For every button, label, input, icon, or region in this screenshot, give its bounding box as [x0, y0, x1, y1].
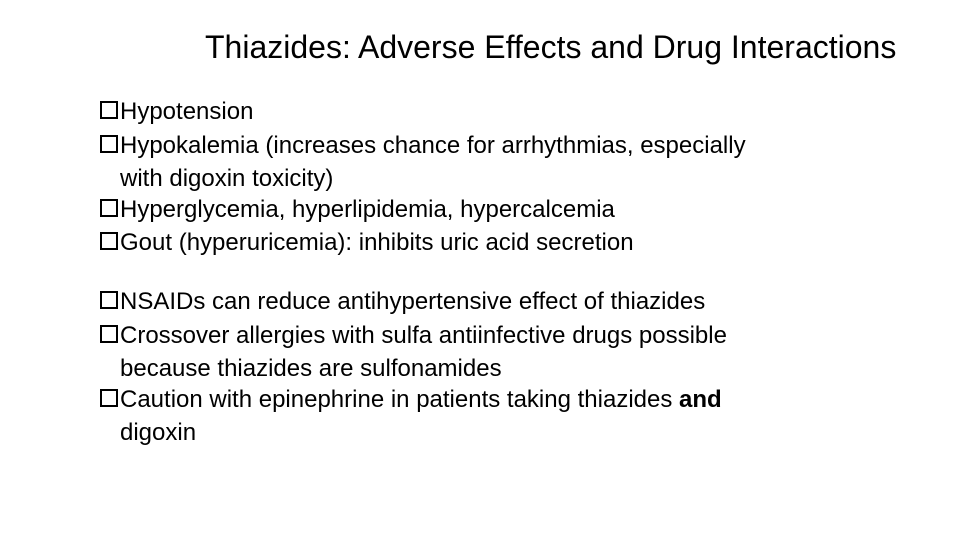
list-item: Hypotension: [100, 96, 920, 127]
list-item: Gout (hyperuricemia): inhibits uric acid…: [100, 227, 920, 258]
list-item: Caution with epinephrine in patients tak…: [100, 384, 920, 415]
bullet-text-continuation: with digoxin toxicity): [120, 163, 920, 194]
square-bullet-icon: [100, 135, 118, 153]
bullet-text: Hypotension: [120, 96, 253, 127]
list-item: Hypokalemia (increases chance for arrhyt…: [100, 130, 920, 161]
square-bullet-icon: [100, 291, 118, 309]
square-bullet-icon: [100, 389, 118, 407]
bullet-text: Crossover allergies with sulfa antiinfec…: [120, 320, 727, 351]
slide-title: Thiazides: Adverse Effects and Drug Inte…: [205, 28, 905, 66]
bullet-group-2: NSAIDs can reduce antihypertensive effec…: [100, 286, 920, 448]
square-bullet-icon: [100, 199, 118, 217]
bullet-text: Gout (hyperuricemia): inhibits uric acid…: [120, 227, 634, 258]
square-bullet-icon: [100, 232, 118, 250]
bullet-group-1: Hypotension Hypokalemia (increases chanc…: [100, 96, 920, 258]
bullet-text-continuation: because thiazides are sulfonamides: [120, 353, 920, 384]
bullet-text-bold: and: [679, 386, 722, 413]
bullet-text: Hypokalemia (increases chance for arrhyt…: [120, 130, 746, 161]
bullet-text-part: Caution with epinephrine in patients tak…: [120, 386, 679, 413]
square-bullet-icon: [100, 325, 118, 343]
bullet-text: Caution with epinephrine in patients tak…: [120, 384, 722, 415]
bullet-text-continuation: digoxin: [120, 417, 920, 448]
slide: Thiazides: Adverse Effects and Drug Inte…: [0, 0, 960, 540]
list-item: Hyperglycemia, hyperlipidemia, hypercalc…: [100, 194, 920, 225]
square-bullet-icon: [100, 101, 118, 119]
list-item: Crossover allergies with sulfa antiinfec…: [100, 320, 920, 351]
bullet-text: NSAIDs can reduce antihypertensive effec…: [120, 286, 705, 317]
list-item: NSAIDs can reduce antihypertensive effec…: [100, 286, 920, 317]
bullet-text: Hyperglycemia, hyperlipidemia, hypercalc…: [120, 194, 615, 225]
